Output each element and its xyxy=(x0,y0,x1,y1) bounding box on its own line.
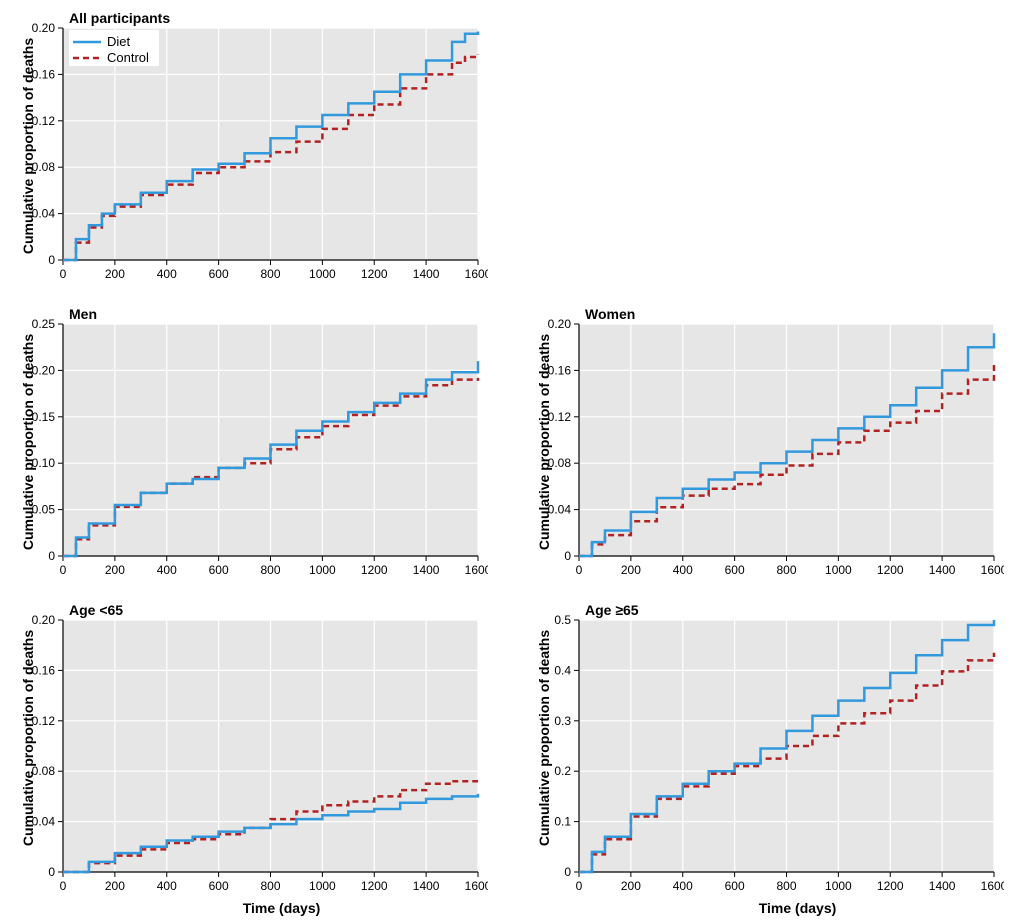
y-axis-label: Cumulative proportion of deaths xyxy=(20,312,36,572)
svg-text:Age <65: Age <65 xyxy=(69,602,123,618)
svg-text:0.4: 0.4 xyxy=(554,663,571,677)
svg-text:1200: 1200 xyxy=(361,563,388,577)
svg-text:1000: 1000 xyxy=(825,879,852,893)
svg-text:0: 0 xyxy=(564,549,571,563)
panel-all-participants: Cumulative proportion of deaths 00.040.0… xyxy=(8,8,500,288)
svg-text:0: 0 xyxy=(60,563,67,577)
svg-text:1200: 1200 xyxy=(361,267,388,281)
x-axis-label: Time (days) xyxy=(63,900,500,916)
y-axis-label: Cumulative proportion of deaths xyxy=(20,608,36,868)
svg-text:600: 600 xyxy=(209,267,229,281)
svg-text:400: 400 xyxy=(157,267,177,281)
figure-grid: Cumulative proportion of deaths 00.040.0… xyxy=(8,8,1016,916)
panel-age-65-plus: Cumulative proportion of deaths 00.10.20… xyxy=(524,600,1016,916)
svg-text:600: 600 xyxy=(209,563,229,577)
svg-text:0.2: 0.2 xyxy=(554,764,571,778)
svg-text:200: 200 xyxy=(105,563,125,577)
svg-text:Control: Control xyxy=(107,50,149,65)
svg-text:800: 800 xyxy=(776,563,796,577)
svg-text:1400: 1400 xyxy=(929,563,956,577)
svg-text:Diet: Diet xyxy=(107,34,131,49)
svg-text:1600: 1600 xyxy=(981,563,1004,577)
chart-men: 00.050.100.150.200.250200400600800100012… xyxy=(8,304,488,584)
svg-text:0: 0 xyxy=(576,879,583,893)
svg-text:All participants: All participants xyxy=(69,10,170,26)
svg-text:600: 600 xyxy=(725,563,745,577)
chart-all: 00.040.080.120.160.200200400600800100012… xyxy=(8,8,488,288)
svg-text:0.1: 0.1 xyxy=(554,815,571,829)
svg-text:200: 200 xyxy=(105,879,125,893)
svg-text:0: 0 xyxy=(60,267,67,281)
y-axis-label: Cumulative proportion of deaths xyxy=(20,16,36,276)
y-axis-label: Cumulative proportion of deaths xyxy=(536,312,552,572)
svg-text:400: 400 xyxy=(157,563,177,577)
svg-text:1200: 1200 xyxy=(877,563,904,577)
svg-text:800: 800 xyxy=(260,267,280,281)
chart-women: 00.040.080.120.160.200200400600800100012… xyxy=(524,304,1004,584)
chart-age-65-plus: 0 0.1 0.2 0.3 0.4 0.5 0 200 400 600 800 1000 1200 140… xyxy=(524,600,1004,900)
svg-text:0: 0 xyxy=(48,865,55,879)
svg-text:1600: 1600 xyxy=(465,563,488,577)
svg-text:600: 600 xyxy=(725,879,745,893)
panel-men: Cumulative proportion of deaths 00.050.1… xyxy=(8,304,500,584)
svg-text:Women: Women xyxy=(585,306,635,322)
chart-age-under-65: 00.040.080.120.160.200200400600800100012… xyxy=(8,600,488,900)
svg-text:0.5: 0.5 xyxy=(554,613,571,627)
panel-age-under-65: Cumulative proportion of deaths 00.040.0… xyxy=(8,600,500,916)
svg-text:1200: 1200 xyxy=(877,879,904,893)
svg-text:200: 200 xyxy=(105,267,125,281)
svg-text:Age ≥65: Age ≥65 xyxy=(585,602,639,618)
svg-text:1600: 1600 xyxy=(981,879,1004,893)
svg-text:1400: 1400 xyxy=(413,563,440,577)
svg-text:1000: 1000 xyxy=(309,563,336,577)
svg-text:200: 200 xyxy=(621,879,641,893)
svg-text:800: 800 xyxy=(776,879,796,893)
svg-text:1600: 1600 xyxy=(465,267,488,281)
svg-text:400: 400 xyxy=(673,879,693,893)
svg-text:400: 400 xyxy=(673,563,693,577)
svg-text:1000: 1000 xyxy=(309,879,336,893)
svg-text:1000: 1000 xyxy=(309,267,336,281)
svg-text:1400: 1400 xyxy=(413,267,440,281)
svg-text:0: 0 xyxy=(576,563,583,577)
svg-text:800: 800 xyxy=(260,563,280,577)
svg-text:1200: 1200 xyxy=(361,879,388,893)
x-axis-label: Time (days) xyxy=(579,900,1016,916)
svg-text:0: 0 xyxy=(48,253,55,267)
svg-text:1000: 1000 xyxy=(825,563,852,577)
svg-text:200: 200 xyxy=(621,563,641,577)
svg-text:1400: 1400 xyxy=(413,879,440,893)
svg-text:0: 0 xyxy=(48,549,55,563)
svg-text:400: 400 xyxy=(157,879,177,893)
svg-text:1600: 1600 xyxy=(465,879,488,893)
svg-text:Men: Men xyxy=(69,306,97,322)
svg-text:800: 800 xyxy=(260,879,280,893)
y-axis-label: Cumulative proportion of deaths xyxy=(536,608,552,868)
svg-text:1400: 1400 xyxy=(929,879,956,893)
panel-women: Cumulative proportion of deaths 00.040.0… xyxy=(524,304,1016,584)
svg-text:0.3: 0.3 xyxy=(554,714,571,728)
svg-text:0: 0 xyxy=(564,865,571,879)
svg-text:0: 0 xyxy=(60,879,67,893)
svg-text:600: 600 xyxy=(209,879,229,893)
